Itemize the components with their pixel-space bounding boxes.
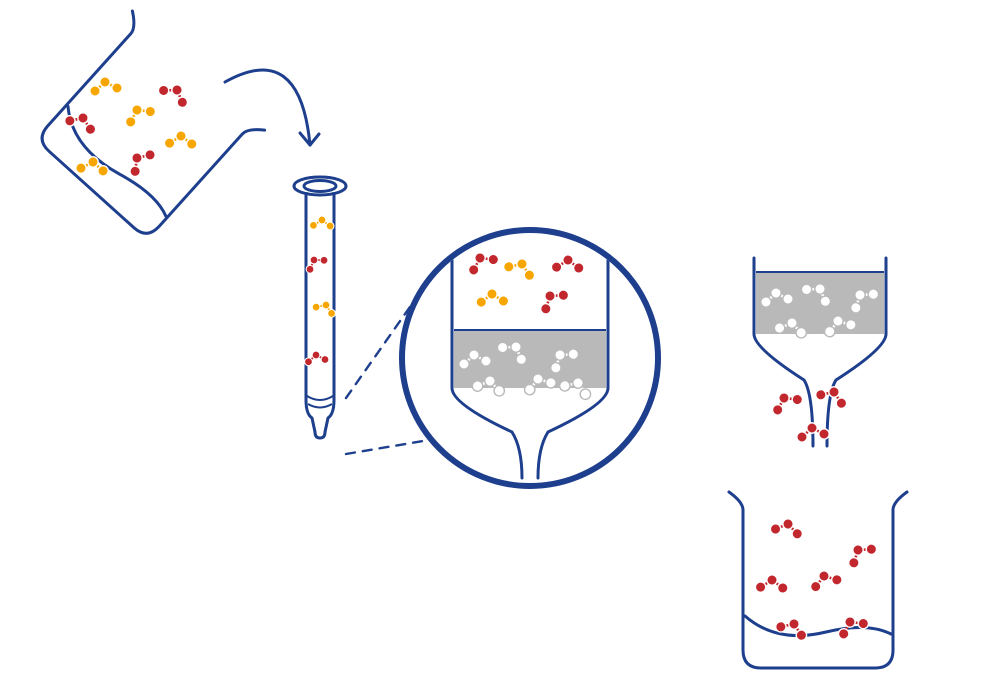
collection-beaker xyxy=(729,492,907,668)
zoom-lines xyxy=(346,276,431,454)
chromatography-column xyxy=(294,177,346,438)
elution-column xyxy=(754,258,886,446)
zoom-detail xyxy=(402,230,658,486)
pouring-beaker xyxy=(11,6,265,259)
pour-arrow xyxy=(225,70,319,145)
